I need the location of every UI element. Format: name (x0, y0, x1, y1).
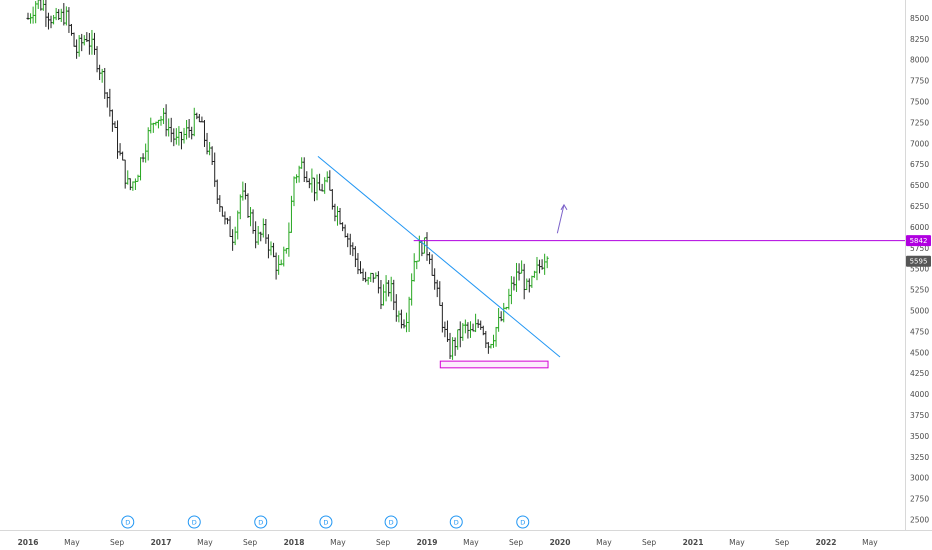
price-tick-label: 3750 (910, 411, 929, 420)
price-tick-label: 4500 (910, 348, 929, 357)
dividend-marker[interactable]: D (187, 515, 201, 529)
dividend-marker-label: D (125, 519, 130, 527)
time-tick-label: Sep (243, 538, 257, 547)
dividend-marker[interactable]: D (254, 515, 268, 529)
price-tick-label: 4750 (910, 327, 929, 336)
time-tick-label: May (463, 538, 479, 547)
price-tick-label: 7250 (910, 118, 929, 127)
time-tick-label: Sep (376, 538, 390, 547)
dividend-marker-circle (449, 515, 463, 529)
dividend-marker-label: D (454, 519, 459, 527)
dividend-marker[interactable]: D (449, 515, 463, 529)
time-tick-label: 2019 (417, 538, 438, 547)
ohlc-bar (36, 0, 40, 9)
dividend-marker-circle (384, 515, 398, 529)
price-tick-label: 8250 (910, 35, 929, 44)
time-tick-label: 2017 (151, 538, 172, 547)
price-tick-label: 6250 (910, 202, 929, 211)
resistance-level-label: 5842 (910, 237, 928, 245)
time-tick-label: May (197, 538, 213, 547)
plot-area[interactable] (26, 0, 906, 369)
price-tick-label: 5750 (910, 244, 929, 253)
arrow-head (560, 203, 568, 211)
ohlc-bar (545, 256, 549, 269)
dividend-marker-circle (516, 515, 530, 529)
price-tick-label: 5000 (910, 306, 929, 315)
dividend-marker-label: D (389, 519, 394, 527)
dividend-marker-label: D (192, 519, 197, 527)
dividend-marker-circle (121, 515, 135, 529)
time-tick-label: 2018 (284, 538, 305, 547)
dividend-marker-label: D (323, 519, 328, 527)
price-tick-label: 6000 (910, 223, 929, 232)
time-tick-label: Sep (509, 538, 523, 547)
price-tick-label: 8000 (910, 56, 929, 65)
time-tick-label: Sep (110, 538, 124, 547)
time-tick-label: 2020 (550, 538, 571, 547)
price-tick-label: 4000 (910, 390, 929, 399)
time-tick-label: 2022 (816, 538, 837, 547)
price-tick-label: 3250 (910, 453, 929, 462)
trendline[interactable] (317, 155, 561, 358)
price-tick-label: 5500 (910, 265, 929, 274)
time-tick-label: 2021 (683, 538, 704, 547)
support-zone-box[interactable] (439, 360, 549, 369)
price-tick-label: 4250 (910, 369, 929, 378)
dividend-marker[interactable]: D (121, 515, 135, 529)
price-tick-label: 3000 (910, 474, 929, 483)
resistance-level-tag (906, 235, 931, 247)
time-tick-label: May (596, 538, 612, 547)
price-axis[interactable]: 2500 2750 3000 3250 3500 3750 4000 4250 4500 4750… (906, 14, 931, 525)
dividend-marker-label: D (258, 519, 263, 527)
time-tick-label: May (729, 538, 745, 547)
price-tick-label: 7500 (910, 97, 929, 106)
arrow-up-icon[interactable] (556, 204, 565, 234)
time-tick-label: Sep (775, 538, 789, 547)
price-tick-label: 8500 (910, 14, 929, 23)
dividend-marker-circle (319, 515, 333, 529)
dividend-marker-label: D (520, 519, 525, 527)
price-tick-label: 7000 (910, 139, 929, 148)
last-price-tag (906, 255, 931, 267)
time-tick-label: May (64, 538, 80, 547)
dividend-marker-circle (187, 515, 201, 529)
dividend-marker[interactable]: D (516, 515, 530, 529)
time-tick-label: Sep (642, 538, 656, 547)
price-tick-label: 6750 (910, 160, 929, 169)
price-tick-label: 2750 (910, 495, 929, 504)
time-tick-label: 2016 (18, 538, 39, 547)
price-tick-label: 5250 (910, 286, 929, 295)
time-tick-label: May (862, 538, 878, 547)
dividend-marker[interactable]: D (384, 515, 398, 529)
price-tick-label: 7750 (910, 77, 929, 86)
dividend-marker-circle (254, 515, 268, 529)
time-axis[interactable]: 2016 May Sep 2017 May Sep 2018 May Sep 2019 May Sep… (18, 538, 879, 547)
time-tick-label: May (330, 538, 346, 547)
price-tick-label: 2500 (910, 515, 929, 524)
price-tick-label: 3500 (910, 432, 929, 441)
price-tick-label: 6500 (910, 181, 929, 190)
dividend-marker[interactable]: D (319, 515, 333, 529)
last-price-label: 5595 (910, 258, 928, 266)
